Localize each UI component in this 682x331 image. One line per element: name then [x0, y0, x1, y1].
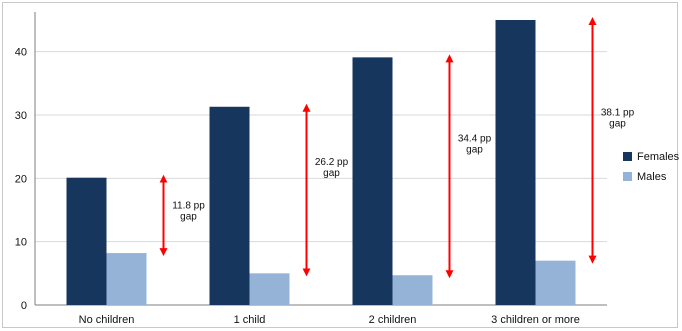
gap-label-value: 26.2 pp — [315, 157, 349, 168]
x-category-label: 3 children or more — [491, 314, 580, 326]
bar-males-0 — [106, 253, 147, 305]
gap-label-value: 38.1 pp — [601, 107, 635, 118]
gap-label-unit: gap — [609, 118, 626, 129]
y-tick-label: 20 — [15, 173, 27, 185]
gap-label-value: 34.4 pp — [458, 133, 492, 144]
legend: Females Males — [623, 151, 680, 183]
bar-females-0 — [66, 177, 107, 305]
legend-label-females: Females — [637, 151, 680, 163]
y-tick-label: 40 — [15, 47, 27, 59]
bars-layer — [66, 20, 576, 306]
bar-males-2 — [392, 275, 433, 305]
gap-label-unit: gap — [466, 144, 483, 155]
y-tick-label: 0 — [21, 300, 27, 312]
bar-females-2 — [352, 57, 393, 305]
gap-label-value: 11.8 pp — [172, 201, 205, 212]
legend-label-males: Males — [637, 171, 667, 183]
y-tick-label: 10 — [15, 237, 27, 249]
legend-swatch-females — [623, 152, 632, 161]
bar-males-3 — [535, 260, 576, 305]
bar-females-3 — [495, 20, 536, 305]
bar-females-1 — [209, 106, 250, 306]
gap-label-unit: gap — [323, 168, 340, 179]
y-tick-label: 30 — [15, 110, 27, 122]
x-category-label: 2 children — [369, 314, 417, 326]
x-category-label: 1 child — [234, 314, 266, 326]
bar-males-1 — [249, 273, 290, 305]
x-category-label: No children — [79, 314, 135, 326]
gap-label-unit: gap — [180, 212, 197, 223]
legend-swatch-males — [623, 172, 632, 181]
